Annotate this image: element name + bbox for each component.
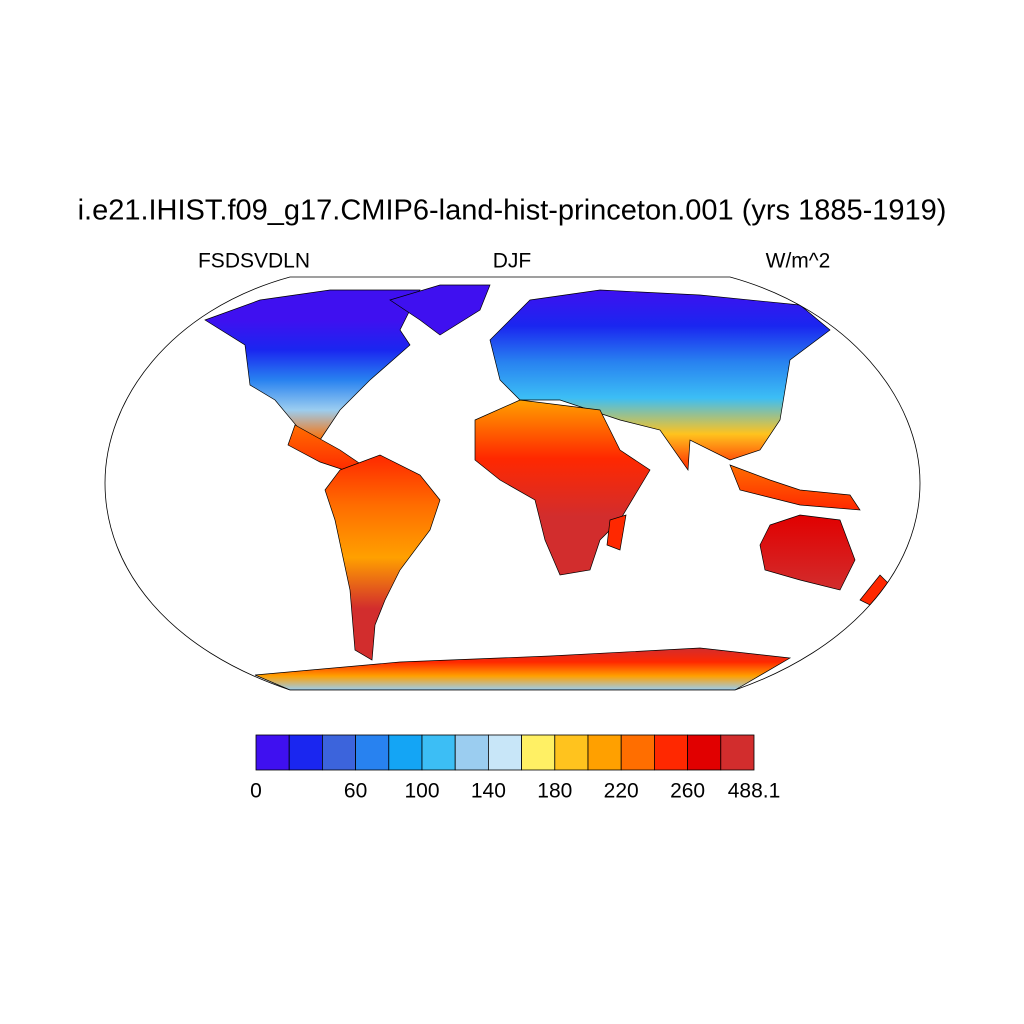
colorbar-box [720,734,755,771]
africa [474,399,651,576]
colorbar-box [255,734,290,771]
colorbar-box [288,734,323,771]
colorbar-box [487,734,522,771]
colorbar-label: 100 [404,780,439,803]
eurasia [489,289,831,472]
colorbar-box [687,734,722,771]
colorbar-box [388,734,423,771]
south-america [324,454,441,661]
colorbar-label: 0 [250,780,262,803]
season-label: DJF [493,250,532,273]
colorbar-box [521,734,556,771]
colorbar: 0 60 100 140 180 220 260 488.1 [250,734,781,803]
colorbar-box [321,734,356,771]
variable-label: FSDSVDLN [198,250,310,273]
colorbar-box [654,734,689,771]
indonesia [729,464,861,511]
madagascar [606,514,627,551]
colorbar-box [620,734,655,771]
units-label: W/m^2 [766,250,831,273]
australia [759,514,856,591]
colorbar-label: 220 [604,780,639,803]
colorbar-box [554,734,589,771]
colorbar-box [355,734,390,771]
colorbar-box [587,734,622,771]
antarctica [254,647,792,690]
map-frame [104,276,921,691]
north-america [204,289,421,441]
greenland [389,284,491,336]
colorbar-box [454,734,489,771]
land [204,284,891,690]
colorbar-box [421,734,456,771]
title: i.e21.IHIST.f09_g17.CMIP6-land-hist-prin… [78,195,947,227]
colorbar-label: 140 [471,780,506,803]
colorbar-label: 180 [537,780,572,803]
colorbar-label: 260 [670,780,705,803]
new-zealand [859,574,891,606]
colorbar-label: 488.1 [728,780,781,803]
colorbar-label: 60 [344,780,367,803]
